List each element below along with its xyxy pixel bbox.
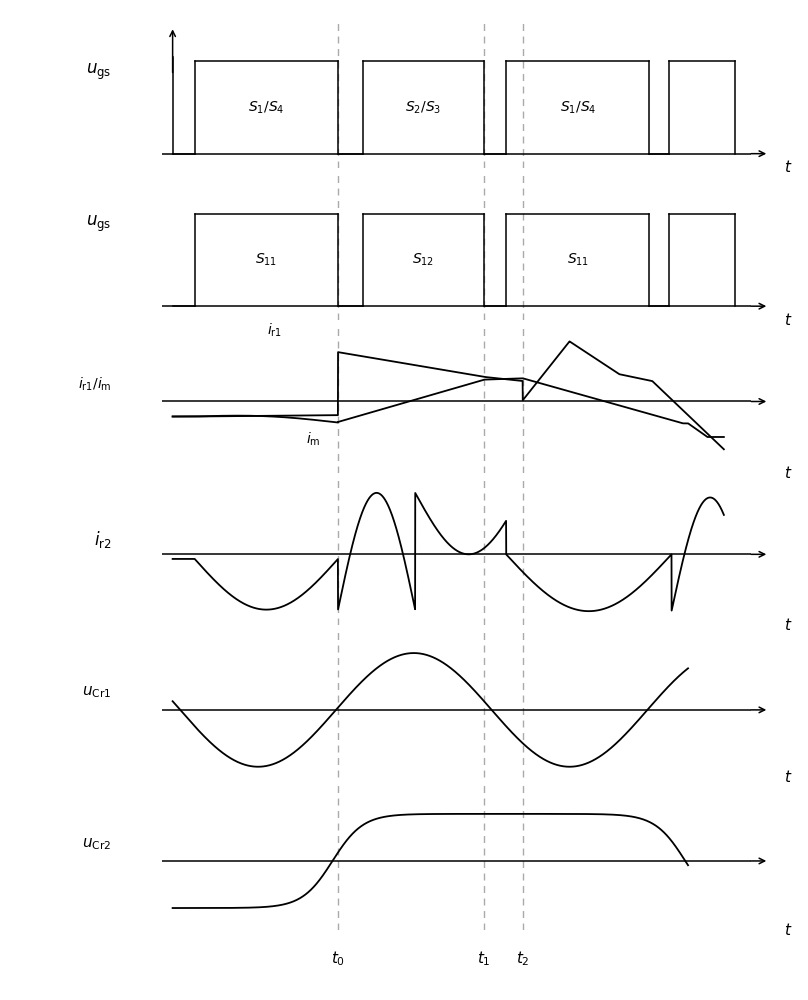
Text: $t_0$: $t_0$ xyxy=(331,949,345,968)
Text: $S_2/S_3$: $S_2/S_3$ xyxy=(406,99,441,116)
Text: $t$: $t$ xyxy=(784,617,793,633)
Text: $t_2$: $t_2$ xyxy=(516,949,529,968)
Text: $S_1/S_4$: $S_1/S_4$ xyxy=(560,99,596,116)
Text: $i_{\rm r2}$: $i_{\rm r2}$ xyxy=(94,529,112,550)
Text: $i_{\rm m}$: $i_{\rm m}$ xyxy=(306,430,321,448)
Text: $t$: $t$ xyxy=(784,464,793,481)
Text: $u_{\rm Cr1}$: $u_{\rm Cr1}$ xyxy=(82,684,112,700)
Text: $S_1/S_4$: $S_1/S_4$ xyxy=(248,99,284,116)
Text: $u_{\rm gs}$: $u_{\rm gs}$ xyxy=(86,214,112,234)
Text: $i_{\rm r1}/i_{\rm m}$: $i_{\rm r1}/i_{\rm m}$ xyxy=(78,375,112,393)
Text: $t$: $t$ xyxy=(784,922,793,938)
Text: $i_{\rm r1}$: $i_{\rm r1}$ xyxy=(267,321,282,339)
Text: $t_1$: $t_1$ xyxy=(478,949,491,968)
Text: $t$: $t$ xyxy=(784,770,793,786)
Text: $S_{12}$: $S_{12}$ xyxy=(412,252,435,268)
Text: $t$: $t$ xyxy=(784,312,793,328)
Text: $S_{11}$: $S_{11}$ xyxy=(255,252,277,268)
Text: $u_{\rm Cr2}$: $u_{\rm Cr2}$ xyxy=(82,837,112,852)
Text: $u_{\rm gs}$: $u_{\rm gs}$ xyxy=(86,62,112,82)
Text: $S_{11}$: $S_{11}$ xyxy=(566,252,589,268)
Text: $t$: $t$ xyxy=(784,159,793,176)
